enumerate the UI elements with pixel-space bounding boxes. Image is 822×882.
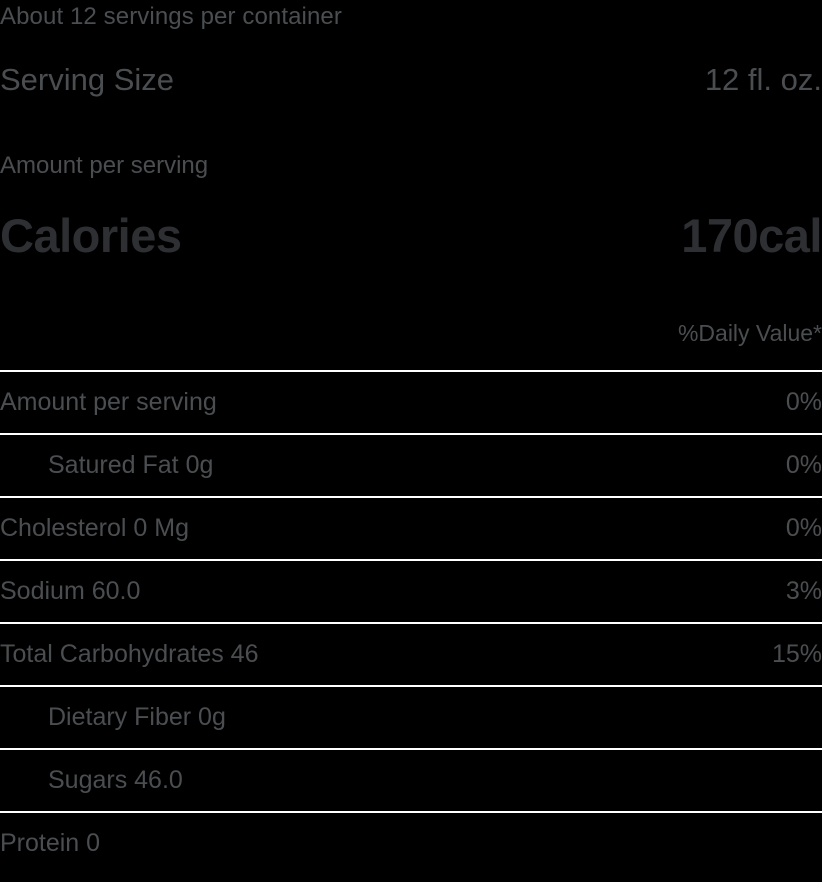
nutrient-name: Sugars 46.0 xyxy=(48,766,183,794)
nutrient-name: Total Carbohydrates 46 xyxy=(0,640,259,668)
nutrient-table: Amount per serving 0% Satured Fat 0g 0% Chol… xyxy=(0,370,822,874)
nutrient-name: Amount per serving xyxy=(0,388,217,416)
daily-value-header: %Daily Value* xyxy=(0,318,822,348)
serving-size-label: Serving Size xyxy=(0,62,175,97)
nutrient-row: Protein 0 xyxy=(0,813,822,874)
serving-size-value: 12 fl. oz. xyxy=(704,62,822,97)
nutrient-name: Dietary Fiber 0g xyxy=(48,703,226,731)
row-divider xyxy=(0,685,822,687)
nutrient-row: Total Carbohydrates 46 15% xyxy=(0,624,822,685)
servings-per-container-text: About 12 servings per container xyxy=(0,3,342,30)
nutrient-row: Dietary Fiber 0g xyxy=(0,687,822,748)
row-divider xyxy=(0,370,822,372)
nutrient-name: Cholesterol 0 Mg xyxy=(0,514,189,542)
row-divider xyxy=(0,433,822,435)
nutrient-row: Sodium 60.0 3% xyxy=(0,561,822,622)
nutrient-row: Satured Fat 0g 0% xyxy=(0,435,822,496)
calories-row: Calories 170cal xyxy=(0,205,822,265)
nutrient-row: Sugars 46.0 xyxy=(0,750,822,811)
row-divider xyxy=(0,748,822,750)
row-divider xyxy=(0,496,822,498)
serving-size-row: Serving Size 12 fl. oz. xyxy=(0,58,822,102)
row-divider xyxy=(0,559,822,561)
row-divider xyxy=(0,622,822,624)
amount-per-serving-heading-text: Amount per serving xyxy=(0,152,209,179)
nutrient-name: Protein 0 xyxy=(0,829,101,857)
servings-per-container: About 12 servings per container xyxy=(0,0,822,34)
nutrient-row: Amount per serving 0% xyxy=(0,372,822,433)
nutrient-daily-value: 0% xyxy=(785,514,822,542)
nutrient-daily-value: 0% xyxy=(785,451,822,479)
nutrient-daily-value: 15% xyxy=(771,640,822,668)
nutrient-daily-value: 3% xyxy=(785,577,822,605)
nutrient-row: Cholesterol 0 Mg 0% xyxy=(0,498,822,559)
row-divider xyxy=(0,811,822,813)
daily-value-header-text: %Daily Value* xyxy=(677,319,822,346)
nutrient-daily-value: 0% xyxy=(785,388,822,416)
calories-value: 170cal xyxy=(681,208,822,262)
calories-label: Calories xyxy=(0,208,182,262)
amount-per-serving-heading: Amount per serving xyxy=(0,149,822,183)
nutrient-name: Sodium 60.0 xyxy=(0,577,141,605)
nutrient-name: Satured Fat 0g xyxy=(48,451,214,479)
